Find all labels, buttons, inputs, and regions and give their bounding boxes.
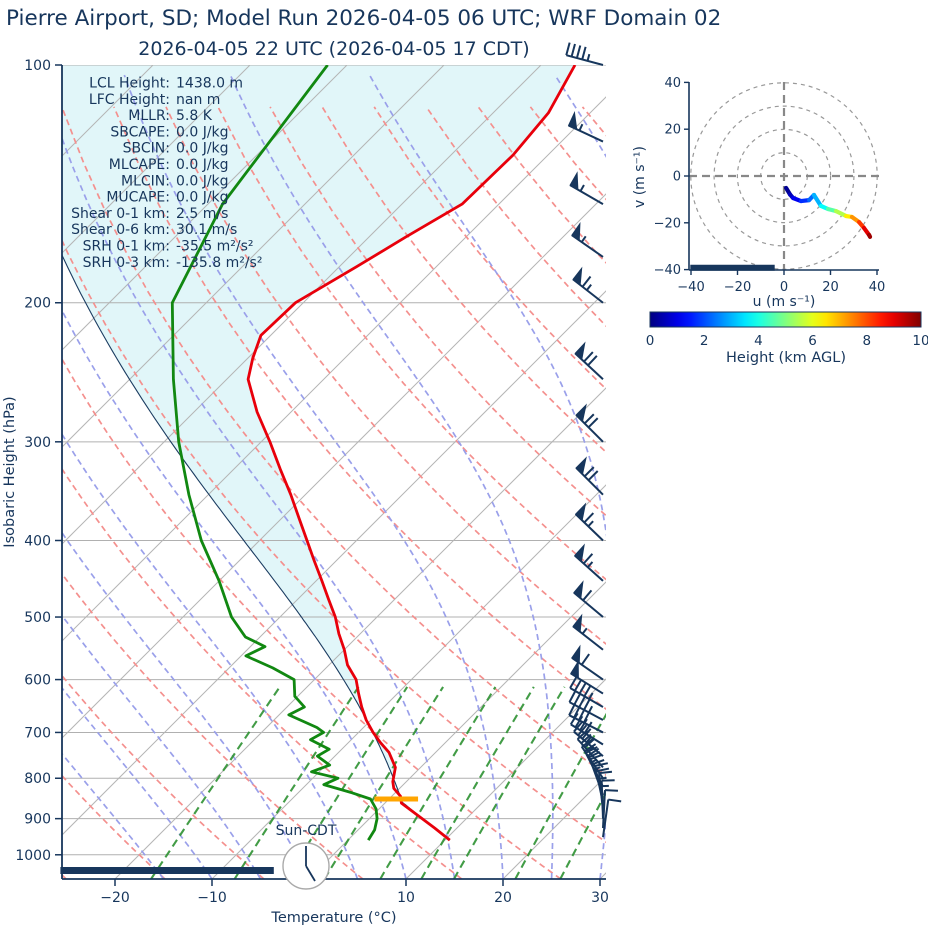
pressure-tick-label: 1000 bbox=[15, 848, 51, 864]
hodograph-v-tick-label: 0 bbox=[673, 170, 681, 185]
x-axis-label: Temperature (°C) bbox=[270, 910, 396, 926]
colorbar-tick-label: 0 bbox=[646, 333, 655, 349]
hodograph-trace-segment bbox=[869, 235, 870, 237]
hodograph-v-tick-label: 40 bbox=[664, 76, 681, 91]
colorbar-label: Height (km AGL) bbox=[726, 350, 846, 366]
stat-value: 0.0 J/kg bbox=[176, 157, 229, 173]
stat-label: LFC Height: bbox=[89, 92, 170, 108]
barb-half bbox=[600, 778, 607, 779]
hodograph-v-tick-label: 20 bbox=[664, 123, 681, 138]
hodograph-u-tick-label: 40 bbox=[869, 280, 886, 295]
v-axis-label: v (m s⁻¹) bbox=[632, 146, 648, 208]
colorbar-tick-label: 6 bbox=[808, 333, 817, 349]
stat-label: MUCAPE: bbox=[106, 190, 170, 206]
stat-value: 0.0 J/kg bbox=[176, 124, 229, 140]
stat-label: Shear 0-6 km: bbox=[71, 222, 170, 238]
stat-value: nan m bbox=[176, 92, 220, 108]
stat-label: MLCIN: bbox=[121, 173, 170, 189]
hodograph-v-tick-label: −20 bbox=[654, 216, 681, 231]
pressure-tick-label: 500 bbox=[24, 610, 51, 626]
hodograph-u-tick-label: −40 bbox=[677, 280, 704, 295]
colorbar-gradient bbox=[650, 312, 921, 327]
stat-value: 1438.0 m bbox=[176, 76, 243, 92]
stat-value: -135.8 m²/s² bbox=[176, 255, 262, 271]
stat-value: 0.0 J/kg bbox=[176, 141, 229, 157]
pressure-tick-label: 900 bbox=[24, 812, 51, 828]
stat-label: LCL Height: bbox=[89, 76, 170, 92]
stat-value: 0.0 J/kg bbox=[176, 190, 229, 206]
stat-label: SRH 0-1 km: bbox=[83, 239, 170, 255]
stat-value: 2.5 m/s bbox=[176, 206, 228, 222]
temp-tick-label: 20 bbox=[494, 890, 512, 906]
stat-label: MLCAPE: bbox=[109, 157, 170, 173]
colorbar-tick-label: 2 bbox=[700, 333, 709, 349]
pressure-tick-label: 100 bbox=[24, 58, 51, 74]
hodograph-u-tick-label: 20 bbox=[822, 280, 839, 295]
pressure-tick-label: 800 bbox=[24, 771, 51, 787]
temp-tick-label: 10 bbox=[397, 890, 415, 906]
stat-value: 5.8 K bbox=[176, 108, 213, 124]
stat-label: SBCIN: bbox=[123, 141, 170, 157]
stat-label: MLLR: bbox=[128, 108, 170, 124]
stat-label: SBCAPE: bbox=[110, 124, 170, 140]
hodograph-u-tick-label: 0 bbox=[780, 280, 788, 295]
pressure-tick-label: 400 bbox=[24, 533, 51, 549]
temp-tick-label: −20 bbox=[100, 890, 130, 906]
stat-label: SRH 0-3 km: bbox=[83, 255, 170, 271]
clock-label: Sun-CDT bbox=[276, 823, 337, 839]
clock-icon bbox=[283, 843, 329, 889]
stat-value: -35.5 m²/s² bbox=[176, 239, 254, 255]
hodograph-v-tick-label: −40 bbox=[654, 263, 681, 278]
barb-full bbox=[605, 790, 618, 791]
colorbar-tick-label: 10 bbox=[912, 333, 928, 349]
barb-full bbox=[599, 772, 612, 773]
stat-value: 30.1 m/s bbox=[176, 222, 237, 238]
colorbar-tick-label: 8 bbox=[863, 333, 872, 349]
hodograph-u-tick-label: −20 bbox=[724, 280, 751, 295]
pressure-tick-label: 200 bbox=[24, 296, 51, 312]
figure-title: Pierre Airport, SD; Model Run 2026-04-05… bbox=[6, 6, 721, 31]
stat-label: Shear 0-1 km: bbox=[71, 206, 170, 222]
pressure-tick-label: 300 bbox=[24, 435, 51, 451]
pressure-tick-label: 600 bbox=[24, 673, 51, 689]
y-axis-label: Isobaric Height (hPa) bbox=[2, 396, 18, 547]
plot-subtitle: 2026-04-05 22 UTC (2026-04-05 17 CDT) bbox=[138, 38, 529, 60]
stat-value: 0.0 J/kg bbox=[176, 173, 229, 189]
temp-tick-label: 30 bbox=[591, 890, 609, 906]
u-axis-label: u (m s⁻¹) bbox=[753, 294, 816, 310]
temp-tick-label: −10 bbox=[197, 890, 227, 906]
colorbar-tick-label: 4 bbox=[754, 333, 763, 349]
pressure-tick-label: 700 bbox=[24, 725, 51, 741]
